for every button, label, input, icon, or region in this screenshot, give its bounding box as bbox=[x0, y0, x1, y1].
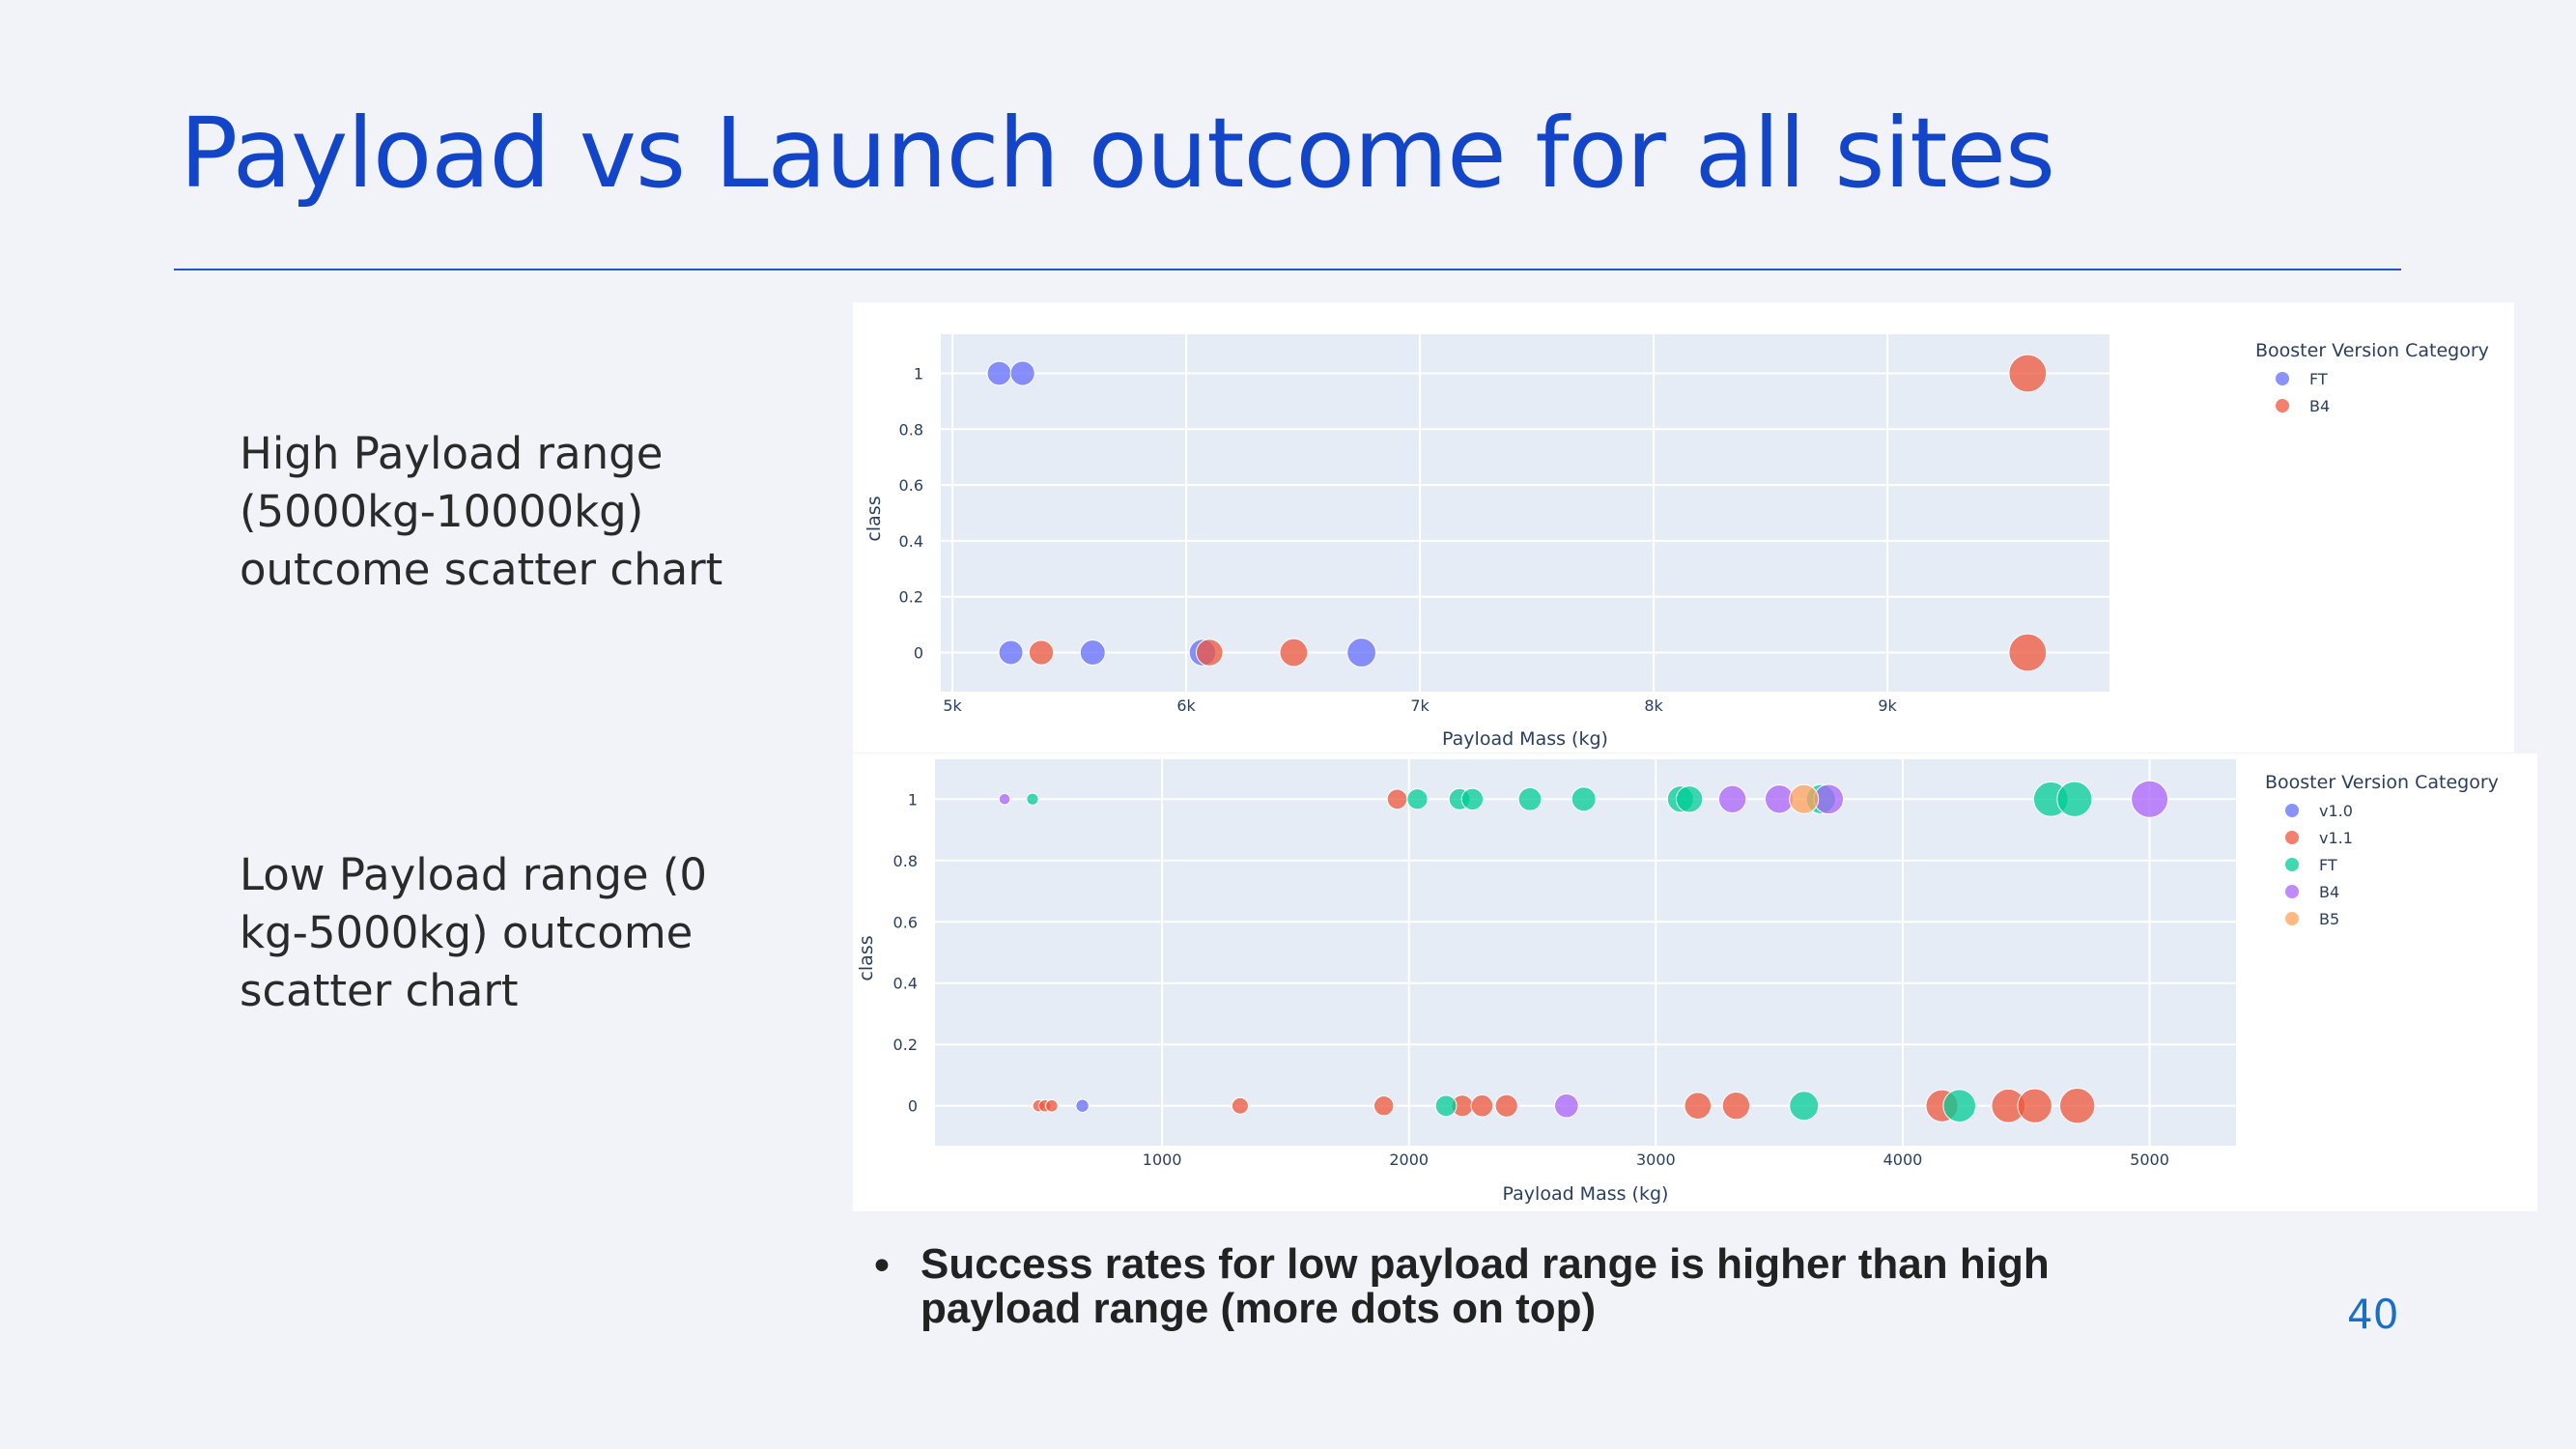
low-payload-scatter-chart: 1000 2000 3000 4000 5000 0 0.2 0.4 0.6 0.8 1 Payloa… bbox=[856, 759, 2499, 1205]
legend-label: B4 bbox=[2319, 883, 2339, 901]
plot-area bbox=[941, 334, 2109, 692]
legend-label: B4 bbox=[2309, 397, 2330, 415]
y-tick-label: 0.8 bbox=[899, 420, 923, 439]
y-tick-label: 1 bbox=[914, 364, 923, 383]
y-axis-title: class bbox=[856, 935, 877, 980]
data-point-b4 bbox=[1554, 1093, 1579, 1119]
x-tick-label: 1000 bbox=[1143, 1151, 1182, 1169]
legend-marker bbox=[2276, 372, 2289, 385]
data-point-ft bbox=[1434, 1094, 1458, 1118]
x-tick-label: 9k bbox=[1878, 696, 1897, 715]
data-point-v1-1 bbox=[1045, 1098, 1059, 1113]
data-point-v1-1 bbox=[1386, 788, 1408, 810]
data-point-ft bbox=[1517, 786, 1543, 811]
legend-label: v1.1 bbox=[2319, 829, 2353, 847]
data-point-b4 bbox=[1279, 638, 1309, 668]
legend-marker bbox=[2285, 858, 2299, 871]
high-payload-scatter-chart: 5k 6k 7k 8k 9k 0 0.2 0.4 0.6 0.8 1 Payload Mass (kg… bbox=[863, 334, 2489, 750]
legend-title: Booster Version Category bbox=[2255, 340, 2489, 361]
x-tick-label: 8k bbox=[1644, 696, 1663, 715]
data-point-ft bbox=[1406, 788, 1429, 810]
data-point-ft bbox=[998, 639, 1024, 666]
y-tick-label: 0.2 bbox=[899, 588, 923, 607]
plot-area bbox=[935, 759, 2236, 1146]
legend-label: v1.0 bbox=[2319, 802, 2353, 820]
high-payload-chart-panel: 5k 6k 7k 8k 9k 0 0.2 0.4 0.6 0.8 1 Payload Mass (kg… bbox=[853, 302, 2514, 753]
data-point-v1-0 bbox=[1075, 1098, 1090, 1113]
page-number: 40 bbox=[2347, 1291, 2399, 1338]
data-point-ft bbox=[1675, 785, 1704, 813]
y-tick-label: 0.2 bbox=[893, 1036, 918, 1054]
legend-label: FT bbox=[2319, 856, 2337, 874]
x-tick-label: 4000 bbox=[1883, 1151, 1923, 1169]
x-axis-title: Payload Mass (kg) bbox=[1442, 728, 1608, 750]
data-point-b4 bbox=[998, 792, 1011, 806]
data-point-b4 bbox=[1028, 639, 1055, 666]
x-axis-title: Payload Mass (kg) bbox=[1503, 1183, 1669, 1205]
data-point-ft bbox=[1009, 360, 1035, 386]
bullet-marker: • bbox=[869, 1242, 894, 1292]
data-point-v1-1 bbox=[1684, 1092, 1713, 1121]
y-tick-label: 1 bbox=[908, 790, 918, 809]
y-tick-label: 0 bbox=[914, 644, 923, 663]
y-axis-title: class bbox=[863, 496, 885, 541]
y-tick-label: 0.8 bbox=[893, 852, 918, 870]
y-tick-label: 0 bbox=[908, 1097, 918, 1116]
legend-marker bbox=[2285, 885, 2299, 898]
legend-label: FT bbox=[2309, 370, 2328, 388]
slide-title: Payload vs Launch outcome for all sites bbox=[180, 97, 2055, 210]
y-tick-label: 0.4 bbox=[893, 975, 918, 993]
data-point-b4 bbox=[1196, 639, 1224, 667]
conclusion-bullet: Success rates for low payload range is h… bbox=[920, 1240, 2050, 1332]
legend-marker bbox=[2285, 804, 2299, 817]
data-point-v1-1 bbox=[1373, 1095, 1395, 1117]
data-point-v1-1 bbox=[1494, 1094, 1518, 1118]
data-point-ft bbox=[1571, 786, 1597, 812]
x-tick-label: 6k bbox=[1176, 696, 1196, 715]
title-divider bbox=[174, 269, 2401, 270]
low-payload-label: Low Payload range (0 kg-5000kg) outcome … bbox=[240, 849, 708, 1016]
data-point-b5 bbox=[1789, 783, 1820, 814]
data-point-b4 bbox=[1717, 784, 1747, 813]
legend-title: Booster Version Category bbox=[2265, 772, 2499, 793]
y-tick-label: 0.6 bbox=[899, 476, 923, 495]
data-point-ft bbox=[1460, 787, 1485, 810]
data-point-ft bbox=[1942, 1089, 1977, 1123]
legend-marker bbox=[2285, 831, 2299, 844]
data-point-v1-1 bbox=[2058, 1088, 2096, 1124]
data-point-b4 bbox=[2008, 354, 2048, 393]
data-point-v1-1 bbox=[1721, 1092, 1751, 1121]
data-point-ft bbox=[986, 360, 1012, 386]
data-point-v1-1 bbox=[1231, 1096, 1249, 1115]
data-point-ft bbox=[1789, 1091, 1820, 1122]
x-tick-label: 2000 bbox=[1389, 1151, 1429, 1169]
legend-label: B5 bbox=[2319, 910, 2339, 928]
x-tick-label: 5000 bbox=[2130, 1151, 2169, 1169]
y-tick-label: 0.6 bbox=[893, 913, 918, 931]
data-point-ft bbox=[1079, 639, 1106, 667]
data-point-v1-1 bbox=[1470, 1094, 1494, 1118]
low-payload-chart-panel: 1000 2000 3000 4000 5000 0 0.2 0.4 0.6 0.8 1 Payloa… bbox=[853, 753, 2537, 1211]
data-point-b4 bbox=[2008, 633, 2048, 672]
data-point-ft bbox=[1346, 638, 1376, 668]
data-point-ft bbox=[2056, 781, 2093, 817]
y-tick-label: 0.4 bbox=[899, 532, 923, 551]
x-tick-label: 3000 bbox=[1636, 1151, 1676, 1169]
data-point-b4 bbox=[2131, 780, 2169, 818]
data-point-ft bbox=[1026, 792, 1039, 806]
legend-marker bbox=[2285, 912, 2299, 925]
data-point-v1-1 bbox=[2017, 1088, 2052, 1123]
high-payload-label: High Payload range (5000kg-10000kg) outc… bbox=[240, 428, 723, 595]
x-tick-label: 7k bbox=[1410, 696, 1430, 715]
x-tick-label: 5k bbox=[943, 696, 962, 715]
legend-marker bbox=[2276, 399, 2289, 412]
